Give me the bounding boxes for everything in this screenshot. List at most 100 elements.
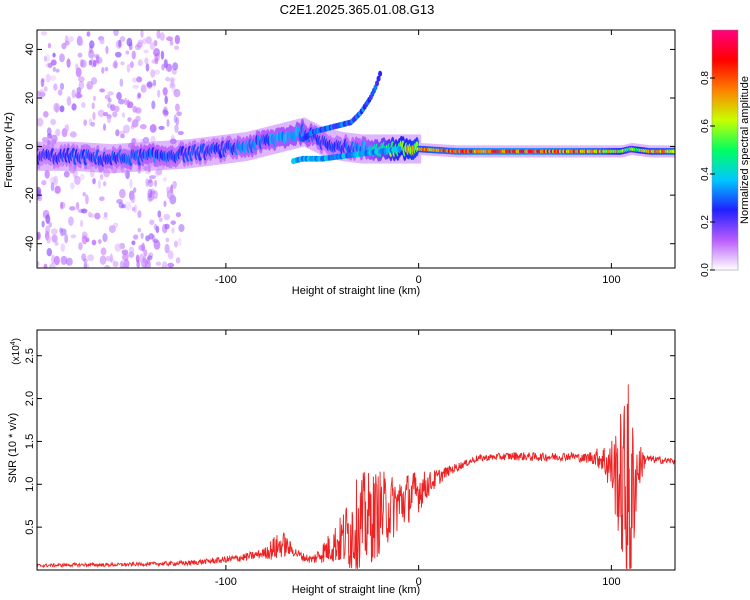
spectrogram-branch-blob [376, 75, 381, 82]
spectrogram-noise-blob [104, 264, 111, 268]
spectrogram-noise-blob [41, 137, 49, 143]
spectrogram-noise-blob [166, 64, 172, 70]
spectrogram-noise-blob [153, 240, 161, 250]
snr-x-ticks: -100 0 100 [215, 330, 621, 588]
spectrogram-noise-blob [86, 83, 92, 90]
spectrogram-noise-blob [60, 82, 65, 91]
spectrogram-noise-blob [42, 110, 49, 118]
spectrogram-noise-blob [177, 130, 184, 136]
snr-panel: -100 0 100 0.5 1.0 1.5 2.0 2.5 Height of strai… [7, 329, 676, 596]
snr-y-axis-label: SNR (10 * v/v) [7, 413, 19, 483]
spectrogram-noise-blob [64, 124, 70, 133]
spectrogram-noise-blob [144, 57, 149, 65]
spectrogram-noise-blob [133, 204, 138, 214]
spectrogram-noise-blob [99, 38, 105, 45]
spectrogram-noise-blob [119, 260, 125, 268]
snr-y-tick-label: 1.5 [24, 434, 36, 449]
spectrogram-noise-blob [145, 36, 152, 45]
spectrogram-y-tick-label: -40 [24, 236, 36, 252]
spectrogram-noise-blob [69, 206, 76, 211]
spectrogram-noise-blob [68, 216, 74, 226]
spectrogram-noise-blob [92, 177, 96, 185]
spectrogram-noise-blob [126, 63, 131, 73]
spectrogram-noise-blob [48, 221, 52, 228]
spectrogram-noise-blob [176, 111, 182, 117]
spectrogram-noise-blob [129, 61, 134, 69]
spectrogram-noise-blob [149, 175, 157, 180]
spectrogram-noise-blob [90, 58, 94, 68]
spectrogram-noise-blob [109, 253, 113, 263]
snr-y-tick-label: 1.0 [24, 477, 36, 492]
spectrogram-noise-blob [121, 112, 126, 118]
spectrogram-noise-blob [93, 53, 100, 59]
spectrogram-noise-blob [164, 223, 170, 230]
colorbar-tick-label: 0.8 [700, 71, 711, 85]
spectrogram-noise-blob [81, 101, 86, 109]
spectrogram-noise-blob [83, 119, 88, 127]
spectrogram-noise-blob [173, 114, 177, 124]
spectrogram-noise-blob [50, 228, 58, 235]
spectrogram-noise-blob [91, 102, 95, 110]
spectrogram-noise-blob [64, 35, 69, 44]
spectrogram-branch-blob [378, 70, 383, 77]
spectrogram-noise-blob [102, 111, 109, 117]
spectrogram-noise-blob [88, 118, 93, 126]
spectrogram-noise-blob [105, 255, 111, 262]
spectrogram-noise-blob [163, 58, 168, 69]
spectrogram-noise-blob [145, 235, 150, 242]
spectrogram-noise-blob [70, 234, 77, 239]
colorbar-ticks: 0.0 0.2 0.4 0.6 0.8 [700, 71, 715, 277]
spectrogram-noise-blob [90, 77, 98, 85]
spectrogram-noise-blob [151, 234, 156, 243]
colorbar-frame [711, 29, 739, 271]
spectrogram-noise-blob [117, 98, 125, 105]
spectrogram-noise-blob [123, 124, 130, 134]
snr-frame [36, 329, 676, 571]
spectrogram-noise-blob [131, 50, 136, 60]
spectrogram-noise-blob [131, 240, 136, 246]
spectrogram-noise-blob [132, 105, 138, 113]
spectrogram-noise-blob [99, 255, 107, 265]
spectrogram-noise-blob [92, 111, 96, 121]
spectrogram-noise-blob [120, 61, 125, 66]
spectrogram-noise-blob [75, 67, 82, 78]
spectrogram-noise-blob [173, 240, 178, 248]
spectrogram-noise-blob [106, 115, 112, 124]
spectrogram-noise-blob [142, 136, 150, 144]
spectrogram-noise-blob [94, 212, 101, 220]
snr-y-tick-label: 2.5 [24, 348, 36, 363]
spectrogram-noise-blob [71, 103, 77, 111]
spectrogram-noise-blob [86, 31, 91, 37]
spectrogram-noise-blob [37, 261, 40, 267]
spectrogram-noise-blob [159, 32, 165, 41]
snr-y-tick-label: 2.0 [24, 391, 36, 406]
spectrogram-noise-blob [71, 89, 76, 99]
spectrogram-noise-blob [107, 97, 112, 103]
spectrogram-noise-blob [126, 99, 130, 108]
spectrogram-noise-blob [84, 262, 90, 268]
spectrogram-noise-blob [99, 88, 106, 93]
spectrogram-noise-blob [137, 210, 142, 219]
colorbar-tick-label: 0.4 [700, 167, 711, 181]
spectrogram-noise-blob [92, 59, 97, 68]
spectrogram-noise-blob [119, 130, 126, 135]
spectrogram-noise-blob [169, 39, 174, 46]
spectrogram-noise-blob [118, 188, 126, 199]
spectrogram-noise-blob [37, 90, 42, 97]
spectrogram-noise-blob [128, 251, 135, 258]
spectrogram-noise-blob [41, 220, 45, 228]
spectrogram-noise-blob [162, 177, 167, 182]
spectrogram-noise-blob [153, 69, 160, 75]
spectrogram-noise-blob [161, 261, 168, 268]
colorbar: 0.0 0.2 0.4 0.6 0.8 Normalized spectral ampl… [700, 29, 750, 277]
spectrogram-noise-blob [170, 220, 176, 225]
spectrogram-noise-blob [78, 80, 85, 90]
spectrogram-noise-blob [41, 31, 48, 36]
colorbar-gradient [712, 30, 738, 270]
spectrogram-noise-blob [131, 206, 136, 212]
spectrogram-noise-blob [119, 36, 126, 42]
spectrogram-noise-blob [45, 53, 50, 63]
spectrogram-noise-blob [114, 243, 122, 252]
spectrogram-noise-blob [112, 260, 119, 268]
spectrogram-noise-blob [124, 97, 128, 106]
